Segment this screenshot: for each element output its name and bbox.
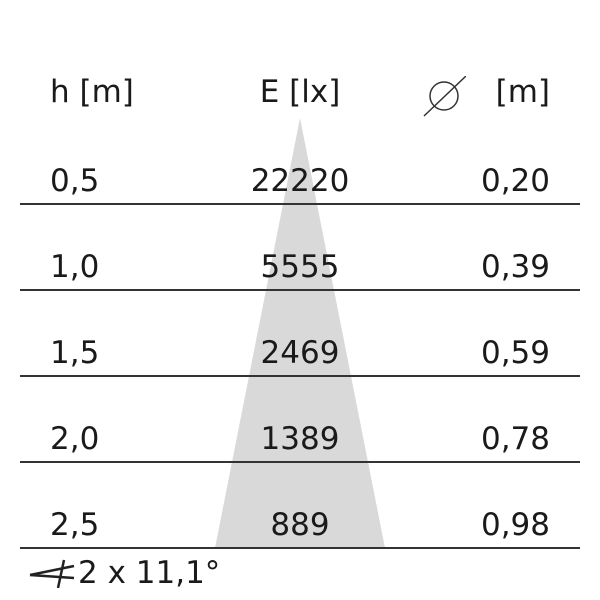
angle-icon xyxy=(29,559,75,588)
header-height: h [m] xyxy=(50,74,134,110)
height-value: 1,5 xyxy=(50,335,100,371)
height-value: 2,0 xyxy=(50,421,100,457)
diameter-value: 0,59 xyxy=(480,335,550,371)
beam-angle-value: 2 x 11,1° xyxy=(78,555,221,591)
row-divider xyxy=(20,289,580,291)
illuminance-value: 22220 xyxy=(250,163,350,199)
row-divider xyxy=(20,547,580,549)
row-divider xyxy=(20,375,580,377)
header-illuminance: E [lx] xyxy=(259,74,341,110)
beam-angle: 2 x 11,1° xyxy=(28,555,220,591)
diameter-value: 0,20 xyxy=(480,163,550,199)
diameter-value: 0,98 xyxy=(480,507,550,543)
row-divider xyxy=(20,203,580,205)
diameter-value: 0,78 xyxy=(480,421,550,457)
diameter-icon xyxy=(423,76,466,117)
height-value: 2,5 xyxy=(50,507,100,543)
height-value: 1,0 xyxy=(50,249,100,285)
illuminance-value: 5555 xyxy=(260,249,340,285)
row-divider xyxy=(20,461,580,463)
illuminance-value: 1389 xyxy=(260,421,340,457)
height-value: 0,5 xyxy=(50,163,100,199)
illuminance-value: 889 xyxy=(270,507,330,543)
diameter-value: 0,39 xyxy=(480,249,550,285)
illuminance-value: 2469 xyxy=(260,335,340,371)
header-diameter-unit: [m] xyxy=(495,74,550,110)
